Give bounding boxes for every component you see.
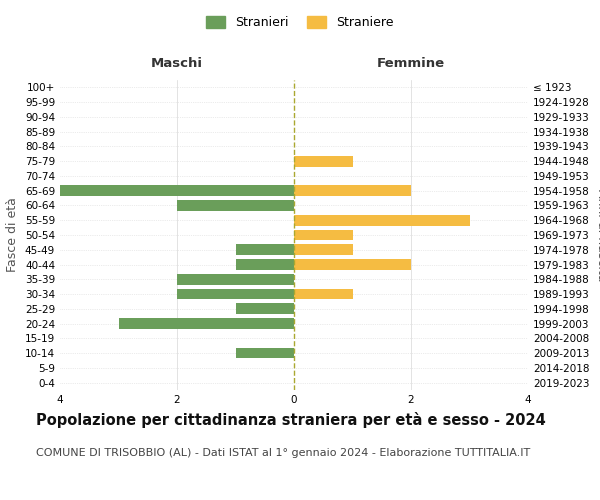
- Text: Popolazione per cittadinanza straniera per età e sesso - 2024: Popolazione per cittadinanza straniera p…: [36, 412, 546, 428]
- Bar: [177, 288, 294, 300]
- Y-axis label: Anni di nascita: Anni di nascita: [595, 188, 600, 281]
- Bar: [60, 186, 294, 196]
- Bar: [235, 304, 294, 314]
- Bar: [294, 288, 353, 300]
- Bar: [177, 200, 294, 211]
- Text: Maschi: Maschi: [151, 57, 203, 70]
- Bar: [294, 215, 470, 226]
- Bar: [294, 186, 411, 196]
- Text: Femmine: Femmine: [377, 57, 445, 70]
- Bar: [119, 318, 294, 329]
- Legend: Stranieri, Straniere: Stranieri, Straniere: [202, 11, 398, 34]
- Bar: [294, 259, 411, 270]
- Bar: [294, 230, 353, 240]
- Text: COMUNE DI TRISOBBIO (AL) - Dati ISTAT al 1° gennaio 2024 - Elaborazione TUTTITAL: COMUNE DI TRISOBBIO (AL) - Dati ISTAT al…: [36, 448, 530, 458]
- Bar: [294, 156, 353, 166]
- Bar: [235, 259, 294, 270]
- Bar: [235, 244, 294, 255]
- Bar: [294, 244, 353, 255]
- Bar: [177, 274, 294, 284]
- Bar: [235, 348, 294, 358]
- Y-axis label: Fasce di età: Fasce di età: [7, 198, 19, 272]
